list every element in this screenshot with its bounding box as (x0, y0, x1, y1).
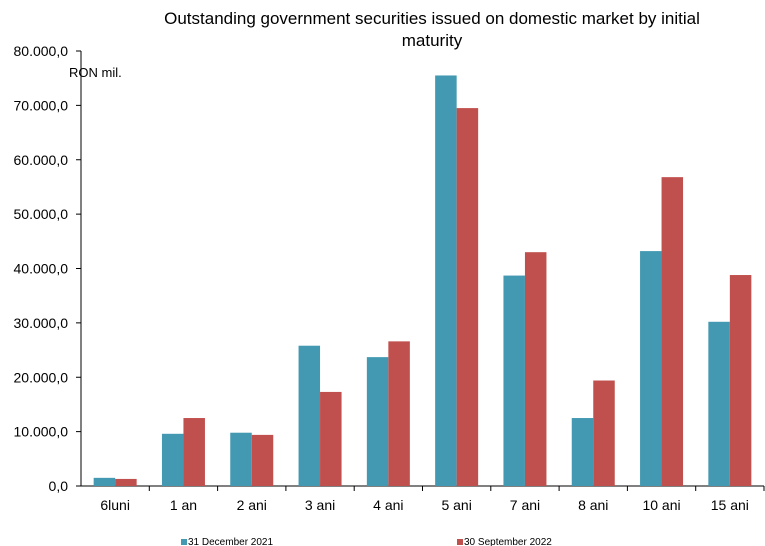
legend: 31 December 2021 30 September 2022 (181, 537, 552, 546)
bar-sep-2022 (524, 252, 547, 486)
chart-title-line-1: Outstanding government securities issued… (164, 9, 700, 28)
y-tick-label: 0,0 (49, 478, 69, 494)
legend-swatch (457, 539, 463, 545)
legend-label: 31 December 2021 (188, 537, 273, 546)
y-tick-label: 40.000,0 (14, 261, 69, 277)
y-tick-label: 60.000,0 (14, 152, 69, 168)
bar-sep-2022 (456, 108, 479, 486)
x-tick-label: 8 ani (578, 497, 608, 513)
bar-dec-2021 (503, 275, 525, 486)
bar-dec-2021 (366, 357, 389, 486)
x-tick-label: 4 ani (373, 497, 403, 513)
bar-sep-2022 (729, 275, 752, 486)
x-tick-label: 1 an (170, 497, 197, 513)
bar-dec-2021 (435, 75, 457, 486)
y-tick-label: 70.000,0 (14, 97, 69, 113)
y-tick-label: 20.000,0 (14, 369, 69, 385)
bar-dec-2021 (708, 321, 730, 486)
bar-dec-2021 (571, 418, 594, 486)
x-tick-label: 3 ani (305, 497, 335, 513)
bar-sep-2022 (251, 434, 274, 486)
y-axis-unit-label: RON mil. (69, 65, 122, 80)
y-tick-label: 10.000,0 (14, 424, 69, 440)
bars (93, 75, 752, 486)
y-tick-label: 80.000,0 (14, 43, 69, 59)
bar-sep-2022 (593, 380, 615, 486)
y-ticks: 0,0 10.000,0 20.000,0 30.000,0 40.000,0 50.00… (14, 43, 81, 494)
x-tick-label: 6luni (100, 497, 130, 513)
bar-sep-2022 (661, 177, 684, 486)
bar-sep-2022 (388, 341, 410, 486)
bar-dec-2021 (93, 477, 116, 486)
bar-dec-2021 (161, 433, 184, 486)
legend-label: 30 September 2022 (464, 537, 552, 546)
bar-dec-2021 (640, 251, 662, 486)
x-tick-label: 5 ani (441, 497, 471, 513)
bar-sep-2022 (115, 478, 137, 486)
x-ticks: 6luni 1 an 2 ani 3 ani 4 ani 5 ani 7 ani 8 ani 1… (100, 486, 765, 513)
bar-dec-2021 (298, 345, 321, 486)
bar-sep-2022 (183, 418, 205, 486)
y-tick-label: 50.000,0 (14, 206, 69, 222)
x-tick-label: 2 ani (237, 497, 267, 513)
x-tick-label: 10 ani (642, 497, 680, 513)
y-tick-label: 30.000,0 (14, 315, 69, 331)
legend-swatch (181, 539, 187, 545)
chart-title-line-2: maturity (402, 31, 463, 50)
bar-sep-2022 (320, 391, 342, 486)
bar-dec-2021 (230, 432, 252, 486)
x-tick-label: 15 ani (711, 497, 749, 513)
x-tick-label: 7 ani (510, 497, 540, 513)
